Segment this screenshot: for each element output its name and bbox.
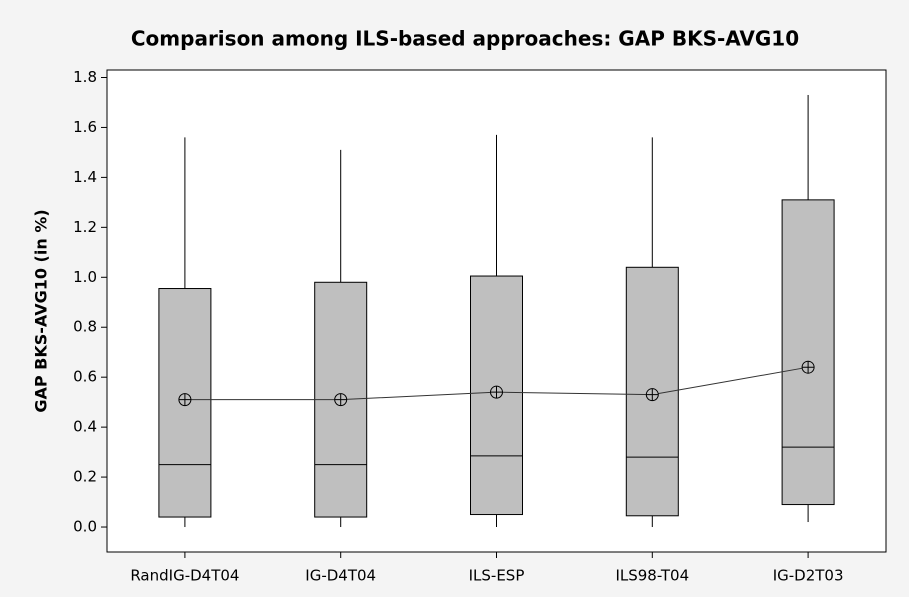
x-tick-label: ILS98-T04: [615, 567, 689, 585]
y-tick-label: 1.4: [73, 168, 97, 186]
mean-cross: [646, 388, 659, 401]
y-tick-label: 0.6: [73, 368, 97, 386]
y-tick-label: 1.6: [73, 118, 97, 136]
x-tick-label: RandIG-D4T04: [130, 567, 239, 585]
mean-cross: [490, 386, 503, 399]
box: [470, 275, 523, 516]
y-tick-label: 0.0: [73, 518, 97, 536]
y-tick-label: 0.8: [73, 318, 97, 336]
mean-cross: [178, 393, 191, 406]
x-tick-label: IG-D2T03: [773, 567, 844, 585]
mean-cross: [802, 361, 815, 374]
y-tick-label: 0.4: [73, 418, 97, 436]
x-tick-label: ILS-ESP: [469, 567, 525, 585]
chart-title: Comparison among ILS-based approaches: G…: [131, 27, 799, 51]
y-axis-label: GAP BKS-AVG10 (in %): [32, 209, 51, 412]
box: [781, 199, 835, 506]
mean-cross: [334, 393, 347, 406]
y-tick-label: 1.0: [73, 268, 97, 286]
y-tick-label: 0.2: [73, 468, 97, 486]
y-tick-label: 1.2: [73, 218, 97, 236]
x-tick-label: IG-D4T04: [305, 567, 376, 585]
y-tick-label: 1.8: [73, 68, 97, 86]
